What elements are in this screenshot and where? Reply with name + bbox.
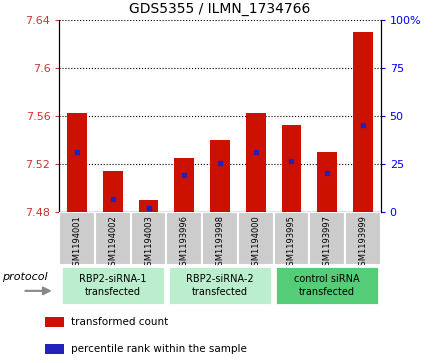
Bar — [282, 125, 301, 212]
Bar — [59, 212, 95, 265]
Bar — [103, 171, 123, 212]
Text: GSM1193996: GSM1193996 — [180, 215, 189, 271]
Text: GSM1193997: GSM1193997 — [323, 215, 332, 271]
Bar — [168, 266, 272, 306]
Text: transformed count: transformed count — [71, 317, 168, 327]
Bar — [345, 212, 381, 265]
Bar — [131, 212, 166, 265]
Text: GSM1194000: GSM1194000 — [251, 215, 260, 271]
Bar — [166, 212, 202, 265]
Bar — [61, 266, 165, 306]
Bar — [238, 212, 274, 265]
Bar — [353, 32, 373, 212]
Bar — [95, 212, 131, 265]
Bar — [274, 212, 309, 265]
Text: protocol: protocol — [2, 272, 48, 282]
Text: RBP2-siRNA-2
transfected: RBP2-siRNA-2 transfected — [186, 274, 254, 297]
Text: GSM1194002: GSM1194002 — [108, 215, 117, 271]
Bar — [246, 113, 265, 212]
Title: GDS5355 / ILMN_1734766: GDS5355 / ILMN_1734766 — [129, 2, 311, 16]
Bar — [275, 266, 379, 306]
Bar — [45, 317, 64, 327]
Text: GSM1193999: GSM1193999 — [358, 215, 367, 271]
Bar — [210, 140, 230, 212]
Text: percentile rank within the sample: percentile rank within the sample — [71, 344, 247, 354]
Bar — [67, 113, 87, 212]
Bar — [317, 152, 337, 212]
Text: GSM1194003: GSM1194003 — [144, 215, 153, 271]
Bar — [45, 344, 64, 354]
Text: GSM1194001: GSM1194001 — [73, 215, 82, 271]
Text: RBP2-siRNA-1
transfected: RBP2-siRNA-1 transfected — [79, 274, 147, 297]
Bar — [309, 212, 345, 265]
Bar — [175, 158, 194, 212]
Bar — [139, 200, 158, 212]
Text: GSM1193998: GSM1193998 — [216, 215, 224, 271]
Bar — [202, 212, 238, 265]
Text: GSM1193995: GSM1193995 — [287, 215, 296, 271]
Text: control siRNA
transfected: control siRNA transfected — [294, 274, 360, 297]
